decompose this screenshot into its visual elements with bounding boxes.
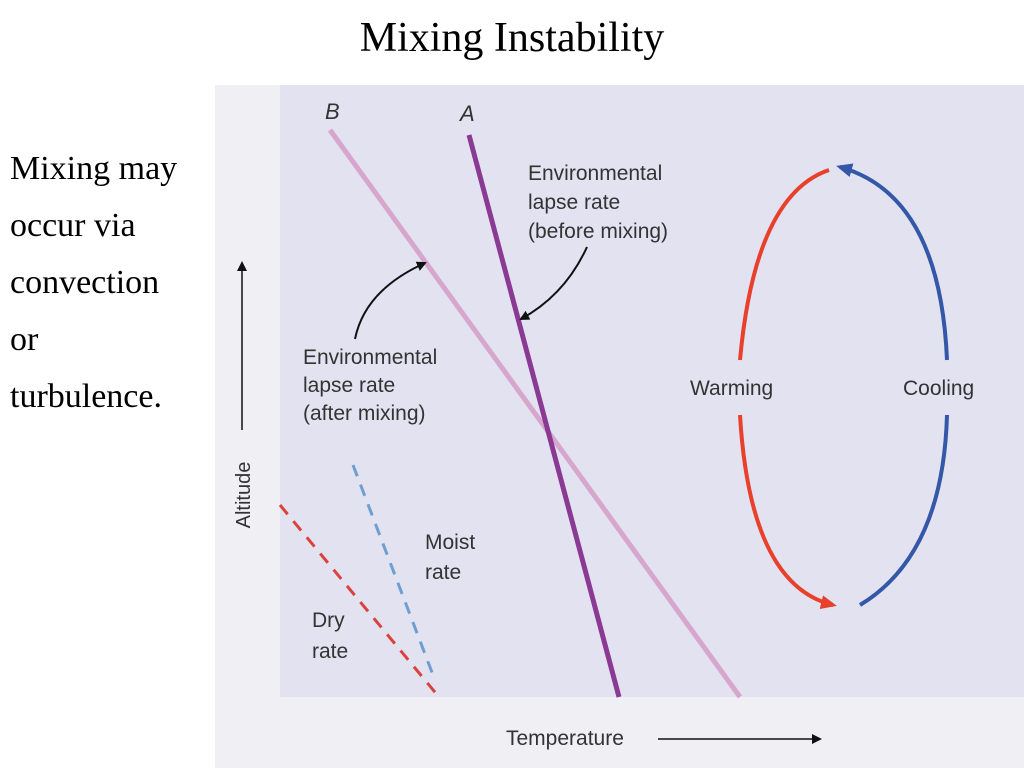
body-line: convection [10,264,160,301]
arrow-after-mixing [354,261,427,340]
slide-title: Mixing Instability [359,15,665,61]
moist-rate-line [351,464,435,676]
lapse-rate-figure: B A Environmental lapse rate (before mix… [215,85,1024,768]
cooling-arc-lower [858,414,949,607]
cooling-arc-upper [836,163,949,361]
body-line: occur via [10,207,136,244]
diagram-panel [280,85,1024,697]
y-axis-label: Altitude [233,462,255,529]
body-text: Mixing may occur via convection or turbu… [10,140,215,425]
lapse-rate-diagram: B A Environmental lapse rate (before mix… [215,85,1024,768]
x-axis-label: Temperature [506,727,624,750]
env-before-label: Environmental lapse rate (before mixing) [528,162,668,243]
warming-arc-upper [738,168,830,361]
line-a-label: A [458,101,475,126]
line-b-label: B [325,99,340,124]
env-after-label: Environmental lapse rate (after mixing) [303,346,443,425]
cooling-label: Cooling [903,377,974,400]
body-line: Mixing may [10,150,178,187]
warming-label: Warming [690,377,773,400]
dry-rate-label: Dry rate [312,609,351,663]
line-b [327,128,743,699]
moist-rate-label: Moist rate [425,531,481,584]
warming-arc-lower [738,414,837,609]
body-line: or [10,321,39,358]
body-line: turbulence. [10,378,162,415]
arrow-before-mixing [519,246,588,320]
line-a [466,134,622,698]
